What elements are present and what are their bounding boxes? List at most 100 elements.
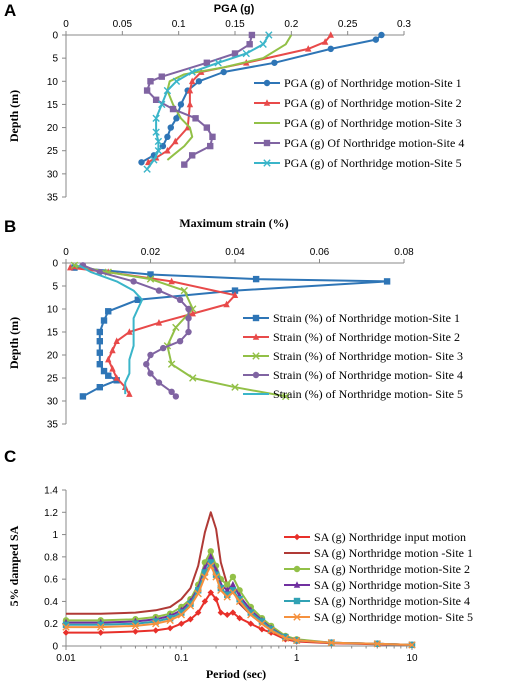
legend-item: PGA (g) of Northridge motion-Site 2	[254, 96, 462, 110]
legend-label: SA (g) Northridge motion- Site 5	[314, 610, 473, 624]
data-point	[231, 291, 239, 298]
y-tick-label: 5	[52, 282, 58, 293]
data-point	[178, 609, 185, 616]
data-point	[383, 278, 391, 285]
data-point	[178, 620, 185, 627]
data-point	[327, 31, 334, 38]
data-point	[231, 50, 239, 57]
data-point	[194, 609, 202, 616]
x-tick-label: 10	[406, 653, 418, 664]
y-tick-label: 20	[47, 351, 59, 362]
data-point	[132, 628, 139, 635]
data-point	[169, 105, 177, 113]
data-point	[408, 641, 416, 649]
y-tick-label: 15	[47, 328, 59, 339]
data-point	[372, 36, 380, 43]
data-point	[167, 360, 176, 368]
data-point	[258, 620, 266, 628]
data-point	[96, 328, 103, 336]
data-point	[105, 355, 112, 363]
data-point	[154, 137, 163, 146]
legend-item: Strain (%) of Northridge motion-Site 1	[243, 311, 460, 325]
data-point	[185, 328, 192, 336]
data-point	[150, 156, 158, 164]
legend-label: SA (g) Northridge motion -Site 1	[314, 546, 473, 560]
data-point	[152, 627, 159, 634]
x-tick-label: 0.01	[56, 653, 76, 664]
data-point	[158, 100, 166, 109]
legend-label: PGA (g) of Northridge motion-Site 1	[284, 76, 462, 90]
data-point	[163, 86, 172, 95]
chart-panel-b: B 0 0.02 0.04 0.06 0.08 0 5 10 15 20 25 30 35 Maximum …	[4, 216, 463, 431]
data-point	[155, 379, 163, 386]
data-point	[147, 271, 154, 278]
data-point	[282, 392, 290, 401]
legend-item: PGA (g) Of Northridge motion-Site 4	[254, 136, 464, 150]
legend-item: PGA (g) of Northridge motion-Site 5	[254, 156, 462, 170]
data-point	[146, 275, 155, 283]
x-tick-label: 0.3	[397, 19, 411, 30]
data-point	[220, 68, 227, 76]
data-point	[164, 133, 171, 141]
legend-label: Strain (%) of Northridge motion- Site 3	[273, 349, 463, 363]
data-point	[201, 573, 209, 581]
panel-letter: B	[4, 217, 16, 236]
data-point	[259, 40, 267, 48]
data-point	[235, 597, 244, 606]
data-point	[186, 100, 194, 108]
y-tick-label: 0	[52, 31, 58, 42]
data-point	[229, 580, 237, 588]
data-point	[159, 344, 167, 352]
legend-marker	[293, 565, 301, 573]
data-point	[172, 323, 180, 332]
legend-label: SA (g) Northridge motion-Site 2	[314, 562, 470, 576]
series-2	[145, 31, 334, 166]
data-point	[252, 275, 260, 283]
legend-marker	[252, 333, 260, 340]
y-axis-title: Depth (m)	[7, 317, 21, 369]
data-point	[258, 618, 266, 625]
data-point	[194, 589, 202, 598]
x-tick-label: 1	[294, 653, 300, 664]
data-point	[96, 384, 103, 391]
data-point	[229, 587, 237, 594]
data-point	[224, 591, 231, 598]
data-point	[207, 553, 214, 560]
legend-label: Strain (%) of Northridge motion- Site 4	[273, 368, 463, 382]
data-point	[177, 611, 186, 619]
data-point	[187, 600, 194, 607]
x-axis-title: Maximum strain (%)	[179, 216, 288, 230]
y-tick-label: 15	[47, 100, 59, 111]
data-point	[217, 609, 225, 616]
legend-marker	[263, 159, 271, 167]
legend-marker	[293, 533, 301, 541]
data-point	[189, 309, 196, 317]
data-point	[138, 159, 145, 166]
legend-item: Strain (%) of Northridge motion- Site 3	[243, 349, 463, 363]
data-point	[126, 328, 133, 335]
y-tick-label: 25	[47, 374, 59, 385]
data-point	[172, 137, 179, 145]
data-point	[229, 609, 237, 616]
y-tick-label: 25	[47, 146, 59, 157]
series-line	[166, 34, 293, 161]
panel-letter: A	[4, 1, 16, 20]
data-point	[152, 618, 159, 625]
data-point	[212, 596, 220, 603]
y-tick-label: 10	[47, 305, 59, 316]
legend-label: SA (g) Northridge motion-Site 3	[314, 578, 470, 592]
data-point	[100, 367, 108, 375]
data-point	[147, 351, 154, 359]
data-point	[201, 598, 209, 605]
data-point	[164, 146, 171, 154]
data-point	[378, 31, 385, 39]
legend-marker	[252, 352, 260, 360]
data-point	[281, 634, 290, 642]
data-point	[188, 152, 196, 159]
data-point	[187, 616, 194, 623]
data-point	[152, 114, 160, 123]
x-tick-label: 0.2	[284, 19, 298, 30]
legend-marker	[263, 139, 271, 147]
data-point	[96, 361, 103, 368]
legend-item: SA (g) Northridge input motion	[284, 530, 466, 544]
